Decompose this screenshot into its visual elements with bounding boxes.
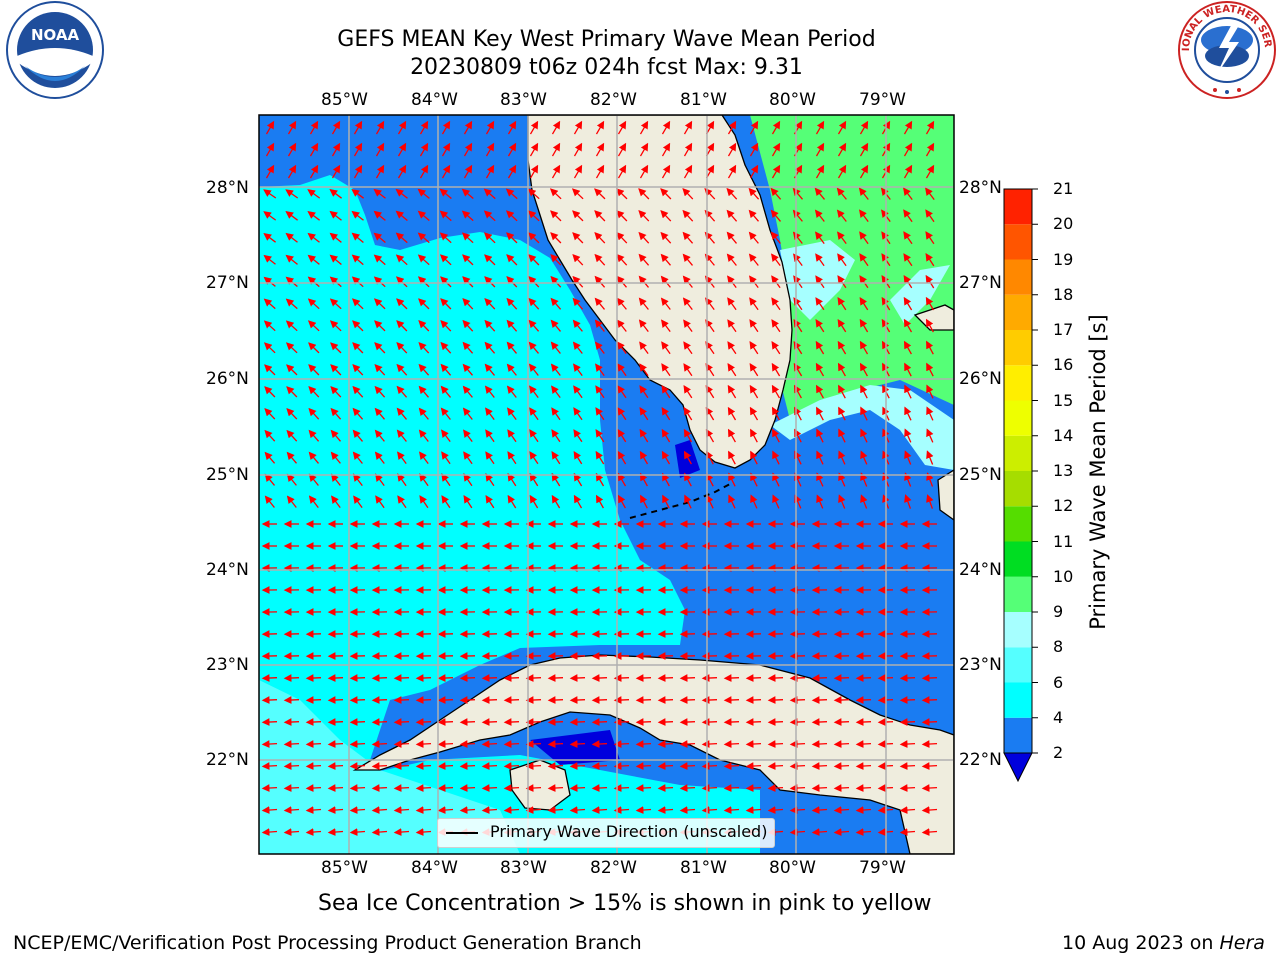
colorbar-tick-label: 9 xyxy=(1053,603,1063,621)
colorbar-tick-label: 16 xyxy=(1053,356,1073,374)
colorbar-segment xyxy=(1004,542,1032,577)
colorbar-tick-label: 21 xyxy=(1053,180,1073,198)
colorbar-segment xyxy=(1004,260,1032,295)
colorbar-tick-label: 18 xyxy=(1053,286,1073,304)
footer-host: Hera xyxy=(1219,932,1264,954)
colorbar-segment xyxy=(1004,436,1032,471)
colorbar-segment xyxy=(1004,330,1032,365)
colorbar-segment xyxy=(1004,401,1032,436)
colorbar-tick-label: 11 xyxy=(1053,533,1073,551)
colorbar-tick-label: 6 xyxy=(1053,674,1063,692)
colorbar-tick-label: 10 xyxy=(1053,568,1073,586)
colorbar-segment xyxy=(1004,577,1032,612)
sea-ice-note: Sea Ice Concentration > 15% is shown in … xyxy=(318,891,932,917)
colorbar-under-triangle xyxy=(1004,753,1032,781)
colorbar-segment xyxy=(1004,471,1032,506)
colorbar-segment xyxy=(1004,189,1032,224)
colorbar-tick-label: 2 xyxy=(1053,744,1063,762)
colorbar-tick-label: 19 xyxy=(1053,251,1073,269)
colorbar-tick-label: 20 xyxy=(1053,215,1073,233)
colorbar-segment xyxy=(1004,295,1032,330)
colorbar-tick-label: 13 xyxy=(1053,462,1073,480)
footer-date: 10 Aug 2023 on Hera xyxy=(1062,932,1265,954)
colorbar-segment xyxy=(1004,506,1032,541)
colorbar-tick-label: 8 xyxy=(1053,638,1063,656)
colorbar-segment xyxy=(1004,224,1032,259)
colorbar-tick-label: 17 xyxy=(1053,321,1073,339)
footer-date-text: 10 Aug 2023 on xyxy=(1062,932,1219,954)
colorbar-segment xyxy=(1004,612,1032,647)
colorbar-segment xyxy=(1004,718,1032,753)
colorbar-segment xyxy=(1004,365,1032,400)
colorbar-title: Primary Wave Mean Period [s] xyxy=(1086,314,1110,630)
colorbar-tick-label: 12 xyxy=(1053,497,1073,515)
footer-branch: NCEP/EMC/Verification Post Processing Pr… xyxy=(13,932,642,954)
colorbar-tick-label: 15 xyxy=(1053,392,1073,410)
colorbar-segment xyxy=(1004,647,1032,682)
colorbar-tick-label: 14 xyxy=(1053,427,1073,445)
colorbar-segment xyxy=(1004,683,1032,718)
colorbar-tick-label: 4 xyxy=(1053,709,1063,727)
